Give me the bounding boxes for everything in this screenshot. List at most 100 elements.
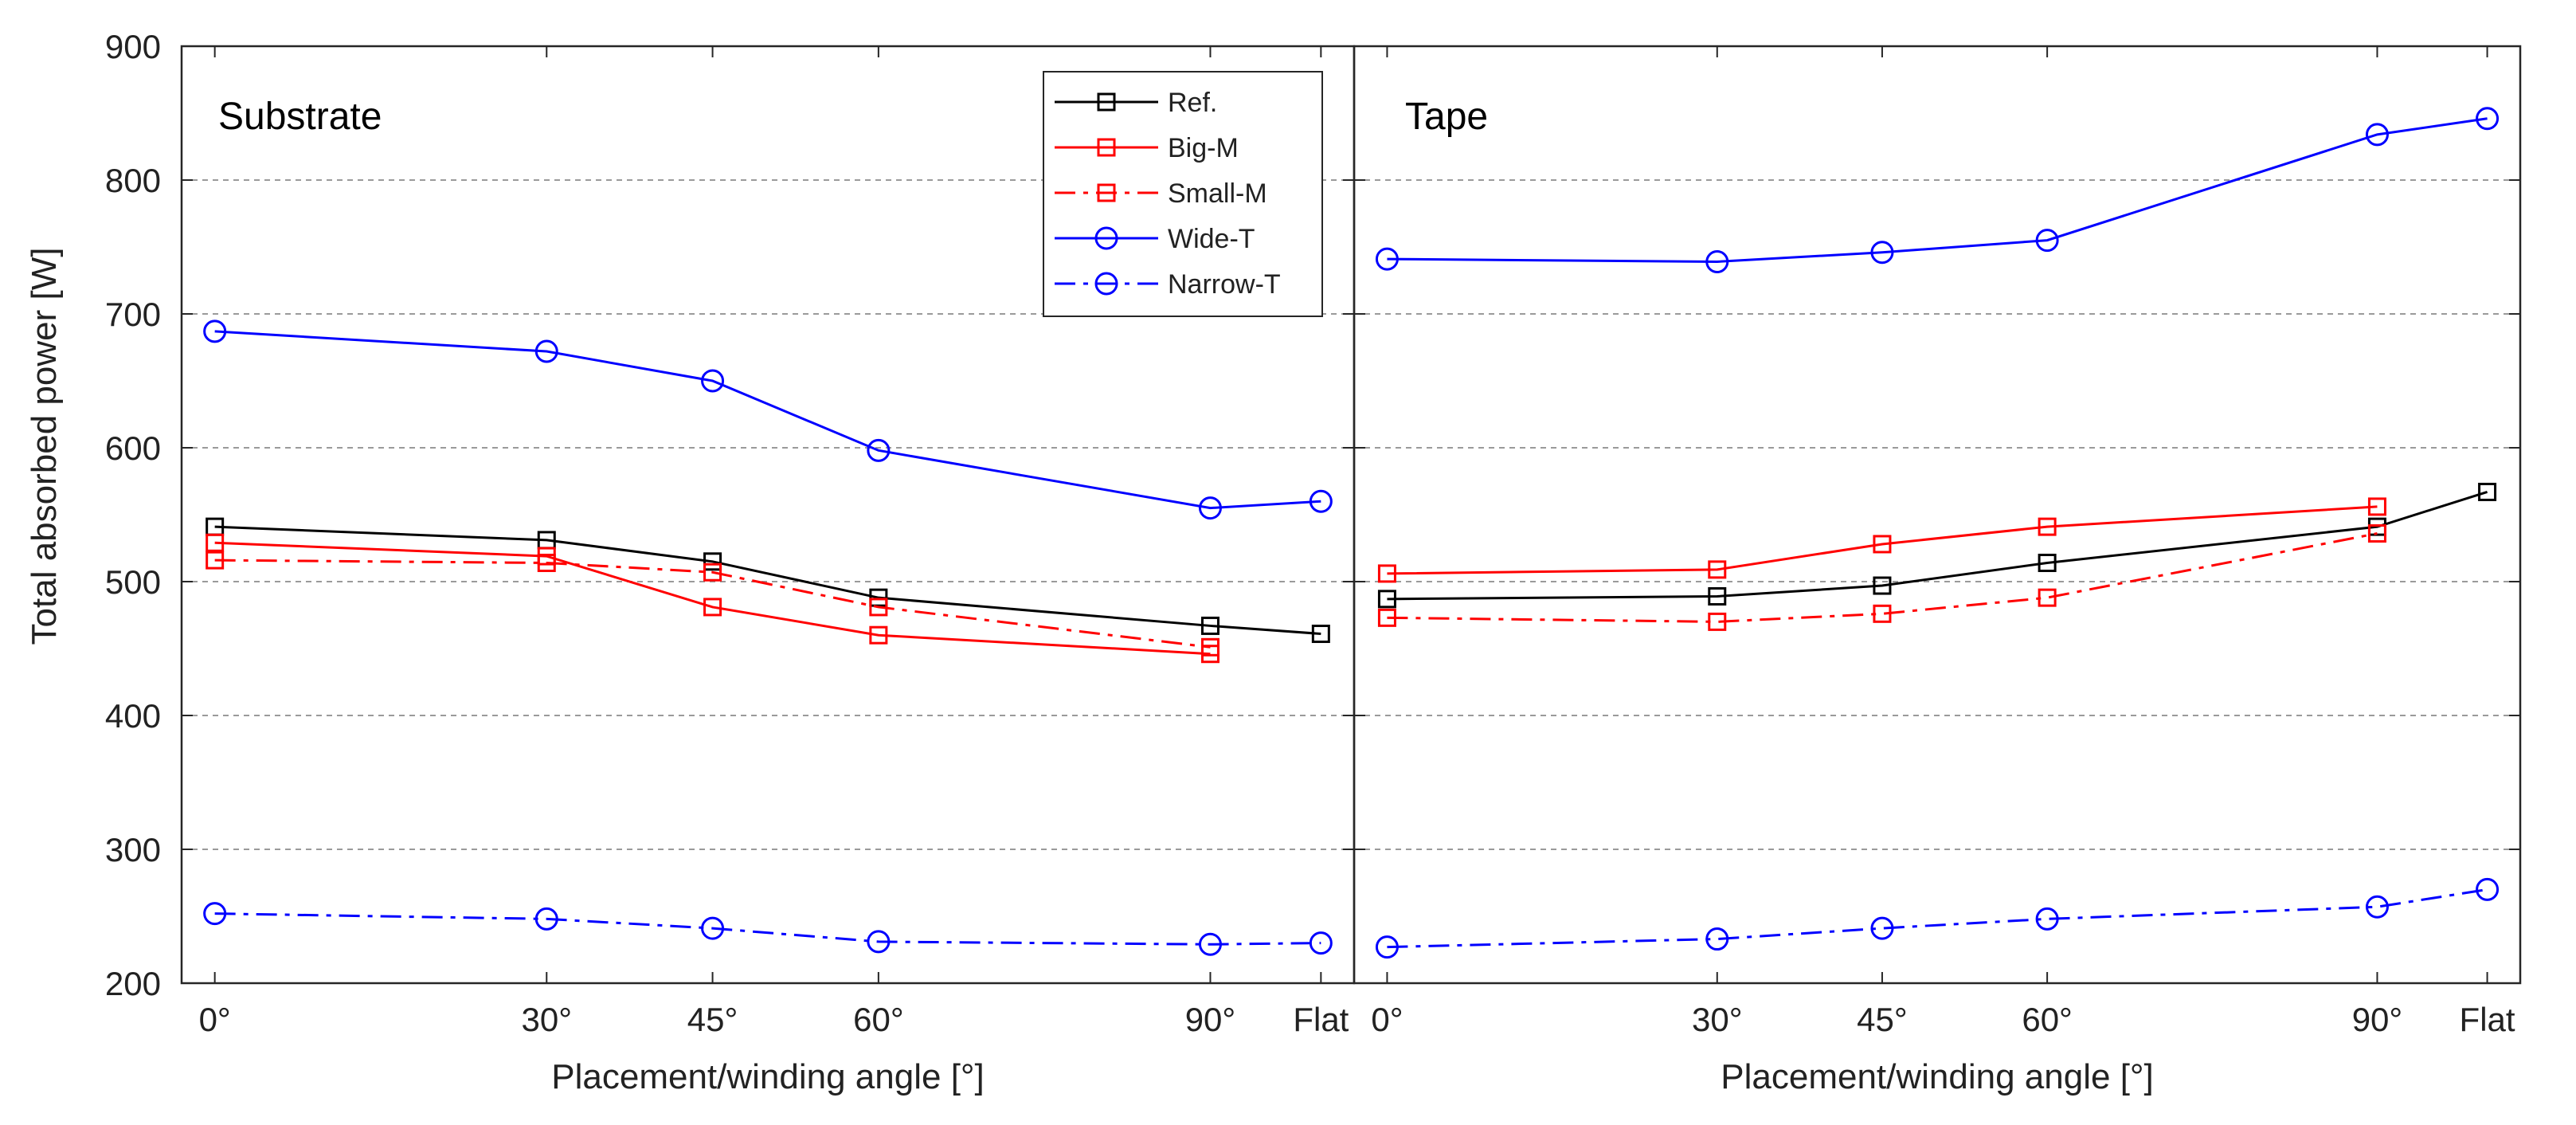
legend-label: Ref.	[1168, 88, 1217, 118]
data-point	[537, 553, 556, 572]
data-point	[1309, 489, 1333, 513]
data-point	[1311, 625, 1330, 644]
data-point	[1309, 931, 1333, 955]
data-point	[1200, 637, 1219, 657]
data-point	[1705, 249, 1729, 273]
legend-label: Narrow-T	[1168, 269, 1281, 300]
y-tick-label: 500	[105, 563, 161, 601]
data-point	[206, 533, 225, 552]
data-point	[1873, 576, 1892, 595]
panel-title: Tape	[1405, 96, 1488, 138]
legend-marker	[1097, 138, 1116, 157]
legend-label: Big-M	[1168, 133, 1239, 163]
data-point	[2476, 877, 2500, 901]
x-tick-label: 0°	[1371, 1001, 1403, 1038]
x-tick-label: 60°	[853, 1001, 904, 1038]
data-point	[1873, 535, 1892, 554]
x-tick-label: 45°	[687, 1001, 738, 1038]
data-point	[1375, 247, 1399, 271]
data-point	[1870, 916, 1894, 940]
data-point	[203, 902, 227, 926]
series-line	[214, 330, 1321, 510]
data-point	[701, 916, 725, 940]
series-line	[214, 541, 1211, 656]
series-big-m	[1377, 497, 2386, 583]
x-tick-label: Flat	[2460, 1001, 2515, 1038]
series-line	[214, 525, 1321, 636]
series-line	[1387, 491, 2488, 601]
x-tick-label: 30°	[522, 1001, 573, 1038]
data-point	[1198, 932, 1222, 956]
x-tick-label: 90°	[1185, 1001, 1236, 1038]
x-tick-label: 90°	[2352, 1001, 2403, 1038]
data-point	[203, 319, 227, 343]
data-point	[1870, 241, 1894, 265]
legend: Ref. Big-M Small-M Wide-T Narrow-T	[1043, 71, 1323, 317]
series-small-m	[206, 551, 1219, 657]
y-tick-label: 200	[105, 965, 161, 1002]
data-point	[1708, 612, 1727, 631]
series-wide-t	[203, 319, 1333, 520]
x-tick-label: 60°	[2022, 1001, 2073, 1038]
data-point	[869, 588, 888, 607]
y-tick-label: 300	[105, 831, 161, 868]
data-point	[206, 551, 225, 570]
data-point	[703, 598, 722, 617]
x-axis-label: Placement/winding angle [°]	[551, 1057, 984, 1096]
data-point	[1377, 590, 1396, 609]
data-point	[1377, 564, 1396, 583]
series-line	[1387, 532, 2378, 623]
chart-panel-2: 0° 30° 45° 60° 90° Flat Placement/winding angl…	[1353, 45, 2522, 1096]
series-line	[214, 559, 1211, 649]
data-point	[701, 369, 725, 393]
series-line	[1387, 117, 2488, 263]
data-point	[2038, 517, 2057, 536]
series-narrow-t	[1375, 877, 2500, 959]
plot-area-frame	[1353, 45, 2522, 985]
data-point	[2035, 229, 2059, 253]
data-point	[703, 562, 722, 582]
data-point	[2476, 107, 2500, 131]
data-point	[1708, 586, 1727, 606]
legend-box	[1043, 71, 1323, 317]
data-point	[1200, 616, 1219, 635]
y-tick-label: 400	[105, 697, 161, 735]
data-point	[869, 625, 888, 645]
series-wide-t	[1375, 107, 2500, 273]
data-point	[2035, 907, 2059, 931]
series-small-m	[1377, 524, 2386, 631]
data-point	[867, 930, 891, 954]
data-point	[1198, 496, 1222, 520]
data-point	[2038, 588, 2057, 607]
y-tick-label: 600	[105, 429, 161, 467]
x-axis-label: Placement/winding angle [°]	[1721, 1057, 2153, 1096]
data-point	[869, 598, 888, 617]
x-tick-label: 30°	[1692, 1001, 1743, 1038]
legend-marker	[1097, 92, 1116, 112]
x-tick-label: 0°	[199, 1001, 231, 1038]
legend-marker	[1097, 183, 1116, 202]
legend-marker	[1094, 272, 1118, 296]
data-point	[1375, 935, 1399, 959]
chart-panel-1: 200 300 400 500 600 700 800 900 0° 30° 45° 60° 90° Fl…	[105, 28, 1356, 1096]
x-tick-label: Flat	[1293, 1001, 1349, 1038]
data-point	[2038, 553, 2057, 572]
series-line	[1387, 888, 2488, 949]
data-point	[1873, 604, 1892, 623]
data-point	[867, 438, 891, 462]
data-point	[1708, 560, 1727, 579]
y-tick-label: 800	[105, 162, 161, 199]
data-point	[703, 552, 722, 571]
legend-label: Small-M	[1168, 178, 1267, 209]
y-tick-label: 700	[105, 296, 161, 333]
y-axis-label: Total absorbed power [W]	[25, 248, 64, 645]
series-line	[1387, 505, 2378, 575]
data-point	[2365, 895, 2389, 919]
series-ref	[206, 517, 1330, 644]
chart-panels: 200 300 400 500 600 700 800 900 0° 30° 45° 60° 90° Fl…	[105, 28, 2522, 1096]
legend-marker	[1094, 226, 1118, 250]
y-tick-label: 900	[105, 28, 161, 65]
x-tick-label: 45°	[1857, 1001, 1908, 1038]
data-point	[534, 907, 558, 931]
